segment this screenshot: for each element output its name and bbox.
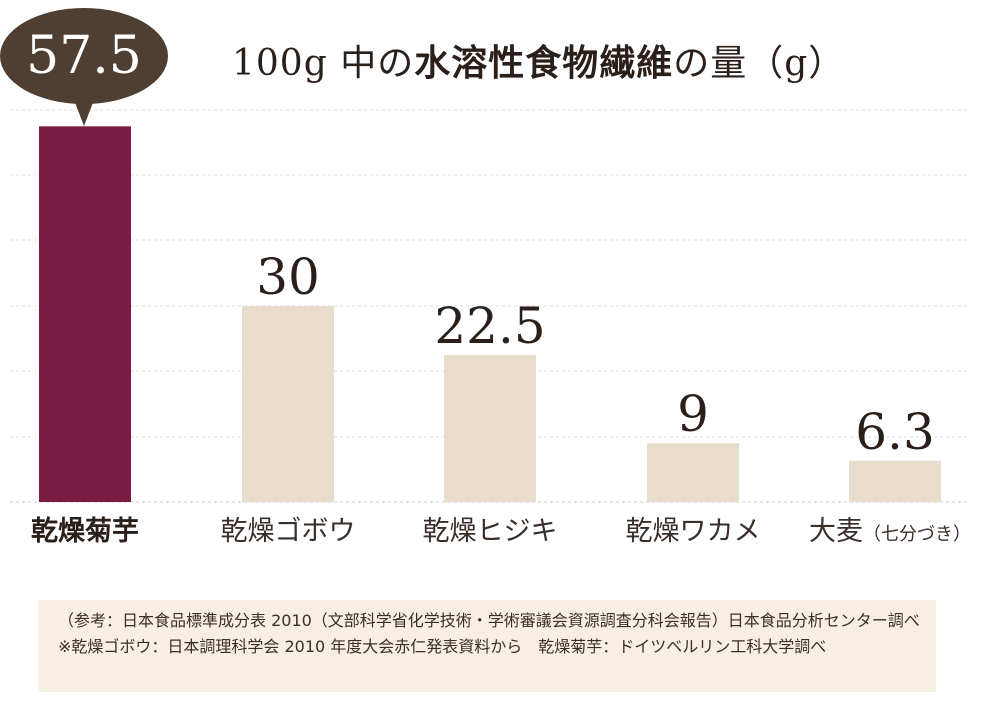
bar-chart: 乾燥菊芋 30 乾燥ゴボウ 22.5 乾燥ヒジキ 9 乾燥ワカメ 6.3 大麦（七分づき）	[10, 109, 971, 547]
category-label-1: 乾燥ゴボウ	[221, 516, 356, 547]
source-note: （参考：日本食品標準成分表 2010（文部科学省化学技術・学術審議会資源調査分科…	[38, 600, 936, 692]
highlight-value-bubble: 57.5	[0, 8, 168, 126]
bar-0	[39, 126, 131, 502]
bar-1	[242, 306, 334, 502]
value-label-1: 30	[256, 248, 320, 306]
bar-2	[444, 355, 536, 502]
highlight-value-label: 57.5	[26, 26, 142, 86]
title-emphasis: 水溶性食物繊維	[414, 42, 674, 84]
bar-3	[647, 443, 739, 502]
bar-4	[849, 460, 941, 502]
category-label-3: 乾燥ワカメ	[626, 516, 761, 547]
value-label-2: 22.5	[434, 297, 545, 355]
title-suffix: の量（g）	[673, 43, 846, 84]
title-prefix: 100g 中の	[232, 43, 415, 84]
value-label-3: 9	[677, 385, 709, 443]
value-label-4: 6.3	[855, 403, 935, 461]
source-note-text: （参考：日本食品標準成分表 2010（文部科学省化学技術・学術審議会資源調査分科…	[58, 611, 936, 656]
category-label-0: 乾燥菊芋	[31, 516, 139, 547]
category-label-2: 乾燥ヒジキ	[423, 516, 558, 547]
category-label-4: 大麦（七分づき）	[809, 516, 971, 547]
chart-title: 100g 中の水溶性食物繊維の量（g）	[232, 34, 932, 86]
